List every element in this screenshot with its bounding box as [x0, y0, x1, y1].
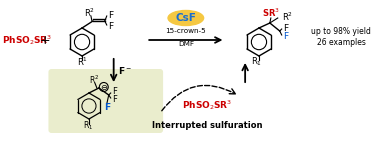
Text: F: F	[283, 24, 288, 33]
Text: F: F	[108, 21, 113, 30]
Text: 15-crown-5: 15-crown-5	[166, 28, 206, 34]
Text: up to 98% yield: up to 98% yield	[311, 26, 371, 36]
Text: R$^1$: R$^1$	[76, 56, 88, 68]
Text: 26 examples: 26 examples	[317, 37, 366, 46]
FancyBboxPatch shape	[48, 69, 163, 133]
Text: F: F	[104, 103, 110, 111]
Ellipse shape	[168, 11, 204, 25]
Text: DMF: DMF	[178, 41, 194, 47]
Text: F: F	[108, 11, 113, 20]
Text: $\ominus$: $\ominus$	[100, 82, 108, 91]
Text: F: F	[283, 32, 288, 41]
Text: F: F	[112, 87, 116, 96]
Text: F: F	[112, 95, 116, 103]
Text: +: +	[39, 33, 50, 46]
Text: CsF: CsF	[175, 13, 196, 23]
Text: F$^-$: F$^-$	[118, 65, 132, 75]
Text: R$^2$: R$^2$	[84, 7, 96, 19]
Text: PhSO$_2$SR$^3$: PhSO$_2$SR$^3$	[2, 33, 53, 47]
Text: R$^2$: R$^2$	[282, 11, 293, 23]
Text: Interrupted sulfuration: Interrupted sulfuration	[152, 122, 263, 131]
Text: PhSO$_2$SR$^3$: PhSO$_2$SR$^3$	[182, 98, 233, 112]
Text: R$_1$: R$_1$	[251, 56, 262, 68]
Text: R$_1$: R$_1$	[83, 120, 93, 132]
Text: R$^2$: R$^2$	[89, 74, 99, 86]
Text: SR$^3$: SR$^3$	[262, 7, 280, 19]
